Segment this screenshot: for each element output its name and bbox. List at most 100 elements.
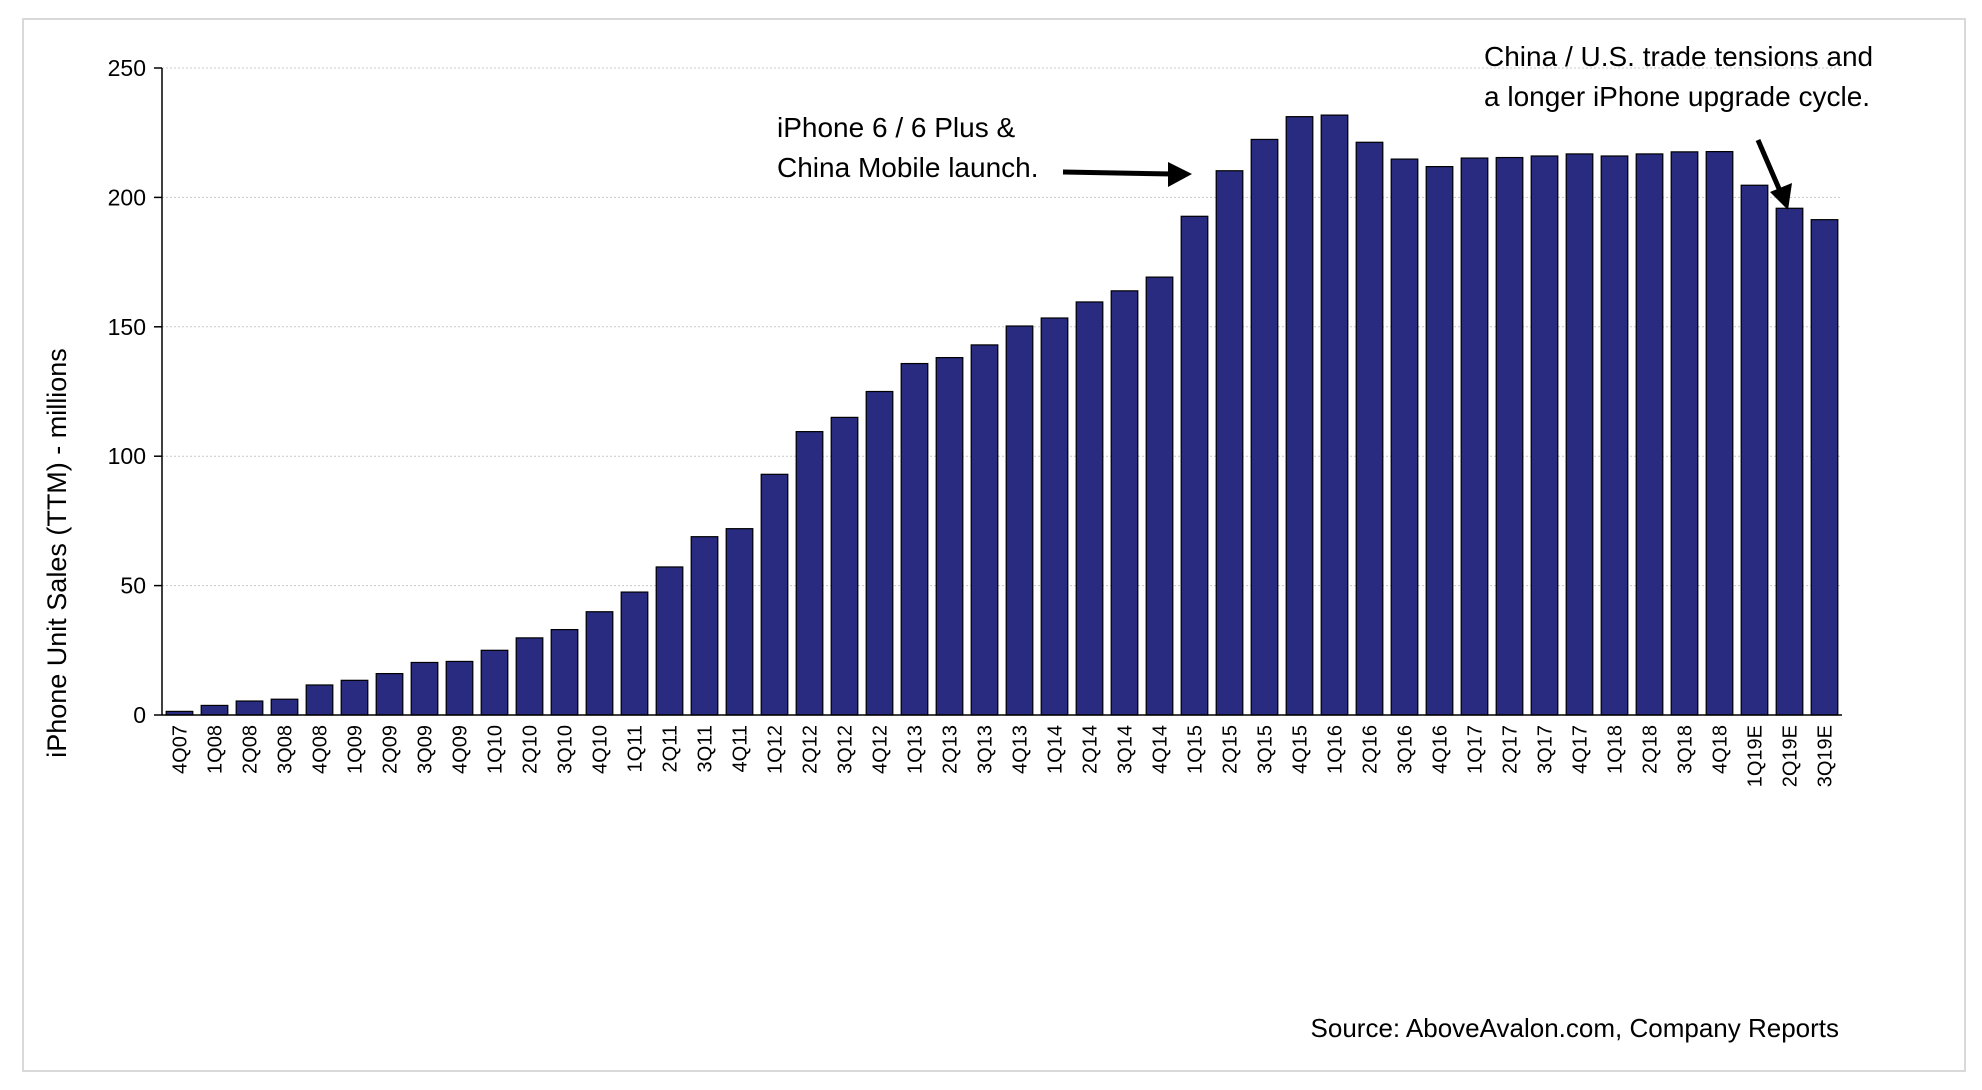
bar-1Q19E	[1740, 184, 1769, 716]
x-tick-label: 1Q15	[1185, 725, 1207, 774]
x-tick-label: 4Q10	[590, 725, 612, 774]
source-note: Source: AboveAvalon.com, Company Reports	[1311, 1013, 1839, 1043]
bar-2Q17	[1495, 156, 1524, 716]
annotation-arrow-down	[1755, 139, 1792, 210]
bar-3Q12	[830, 416, 859, 716]
x-tick-label: 4Q08	[310, 725, 332, 774]
bar-3Q13	[970, 344, 999, 716]
x-tick-label: 2Q13	[940, 725, 962, 774]
x-tick-label: 4Q15	[1290, 725, 1312, 774]
x-tick-label: 3Q18	[1675, 725, 1697, 774]
x-tick-label: 2Q11	[660, 725, 682, 772]
bar-3Q11	[690, 536, 719, 716]
x-tick-label: 4Q12	[870, 725, 892, 774]
bar-4Q12	[865, 390, 894, 716]
x-tick-label: 3Q16	[1395, 725, 1417, 774]
bar-2Q11	[655, 566, 684, 716]
bar-1Q17	[1460, 157, 1489, 716]
bar-3Q10	[550, 628, 579, 716]
bar-4Q14	[1145, 276, 1174, 716]
bar-2Q18	[1635, 153, 1664, 716]
y-tick-label: 200	[108, 184, 146, 210]
x-tick-label: 4Q07	[170, 725, 192, 774]
annotation-arrow-right	[1062, 162, 1192, 187]
x-tick-label: 3Q08	[275, 725, 297, 774]
x-tick-label: 1Q18	[1605, 725, 1627, 774]
x-tick-labels: 4Q07 1Q08 2Q08 3Q08 4Q08 1Q09 2Q09 3Q09 4Q09 1Q10…	[170, 725, 1837, 787]
bar-1Q09	[340, 679, 369, 716]
annotation-trade-line2: a longer iPhone upgrade cycle.	[1484, 81, 1870, 112]
x-tick-label: 1Q11	[625, 725, 647, 772]
x-tick-label: 2Q19E	[1780, 725, 1802, 787]
x-tick-label: 2Q12	[800, 725, 822, 774]
x-tick-label: 1Q16	[1325, 725, 1347, 774]
x-tick-label: 3Q19E	[1815, 725, 1837, 787]
x-tick-label: 3Q12	[835, 725, 857, 774]
bar-1Q10	[480, 649, 509, 716]
x-tick-label: 2Q15	[1220, 725, 1242, 774]
x-tick-label: 2Q09	[380, 725, 402, 774]
annotation-iphone6-line1: iPhone 6 / 6 Plus &	[777, 112, 1015, 143]
x-tick-label: 1Q14	[1045, 725, 1067, 774]
bars	[165, 114, 1839, 716]
x-tick-label: 2Q14	[1080, 725, 1102, 774]
y-tick-label: 150	[108, 314, 146, 340]
x-tick-label: 3Q15	[1255, 725, 1277, 774]
x-tick-label: 2Q17	[1500, 725, 1522, 774]
chart-frame: 0 50 100 150 200 250 4Q07 1Q08 2Q08 3Q08 4Q08 1Q09…	[22, 18, 1966, 1072]
x-tick-label: 1Q13	[905, 725, 927, 774]
bar-3Q08	[270, 698, 299, 716]
y-tick-labels: 0 50 100 150 200 250	[108, 55, 162, 728]
x-tick-label: 2Q16	[1360, 725, 1382, 774]
y-axis-title: iPhone Unit Sales (TTM) - millions	[42, 348, 72, 758]
bar-1Q08	[200, 704, 229, 716]
x-tick-label: 4Q13	[1010, 725, 1032, 774]
bar-2Q09	[375, 672, 404, 716]
bar-3Q19E	[1810, 219, 1839, 716]
bar-2Q13	[935, 356, 964, 716]
bar-4Q10	[585, 611, 614, 716]
x-tick-label: 1Q17	[1465, 725, 1487, 774]
bar-1Q12	[760, 473, 789, 716]
bar-1Q16	[1320, 114, 1349, 716]
bar-1Q15	[1180, 215, 1209, 716]
bar-2Q15	[1215, 170, 1244, 716]
x-tick-label: 2Q10	[520, 725, 542, 774]
x-tick-label: 4Q09	[450, 725, 472, 774]
bar-3Q09	[410, 661, 439, 716]
bar-2Q19E	[1775, 207, 1804, 716]
bar-4Q17	[1565, 153, 1594, 716]
chart-svg: 0 50 100 150 200 250 4Q07 1Q08 2Q08 3Q08 4Q08 1Q09…	[42, 41, 1873, 1043]
x-tick-label: 3Q17	[1535, 725, 1557, 774]
bar-2Q10	[515, 637, 544, 716]
bar-4Q16	[1425, 166, 1454, 716]
bar-1Q14	[1040, 317, 1069, 716]
bar-1Q18	[1600, 155, 1629, 716]
x-tick-label: 3Q09	[415, 725, 437, 774]
y-tick-label: 250	[108, 55, 146, 81]
y-tick-label: 100	[108, 443, 146, 469]
bar-4Q13	[1005, 325, 1034, 716]
x-tick-label: 3Q11	[695, 725, 717, 772]
x-tick-label: 4Q14	[1150, 725, 1172, 774]
x-tick-label: 1Q08	[205, 725, 227, 774]
x-tick-label: 2Q08	[240, 725, 262, 774]
bar-3Q17	[1530, 155, 1559, 716]
x-tick-label: 1Q19E	[1745, 725, 1767, 787]
bar-3Q15	[1250, 138, 1279, 716]
bar-3Q14	[1110, 290, 1139, 716]
bar-1Q13	[900, 362, 929, 716]
bar-4Q18	[1705, 150, 1734, 716]
x-tick-label: 3Q13	[975, 725, 997, 774]
bar-4Q15	[1285, 116, 1314, 716]
bar-3Q18	[1670, 151, 1699, 716]
bar-2Q14	[1075, 301, 1104, 716]
x-tick-label: 1Q10	[485, 725, 507, 774]
bar-2Q16	[1355, 141, 1384, 716]
x-tick-label: 3Q10	[555, 725, 577, 774]
bar-3Q16	[1390, 158, 1419, 716]
bar-4Q11	[725, 528, 754, 716]
x-tick-label: 3Q14	[1115, 725, 1137, 774]
bar-1Q11	[620, 591, 649, 716]
axes	[161, 68, 1842, 716]
